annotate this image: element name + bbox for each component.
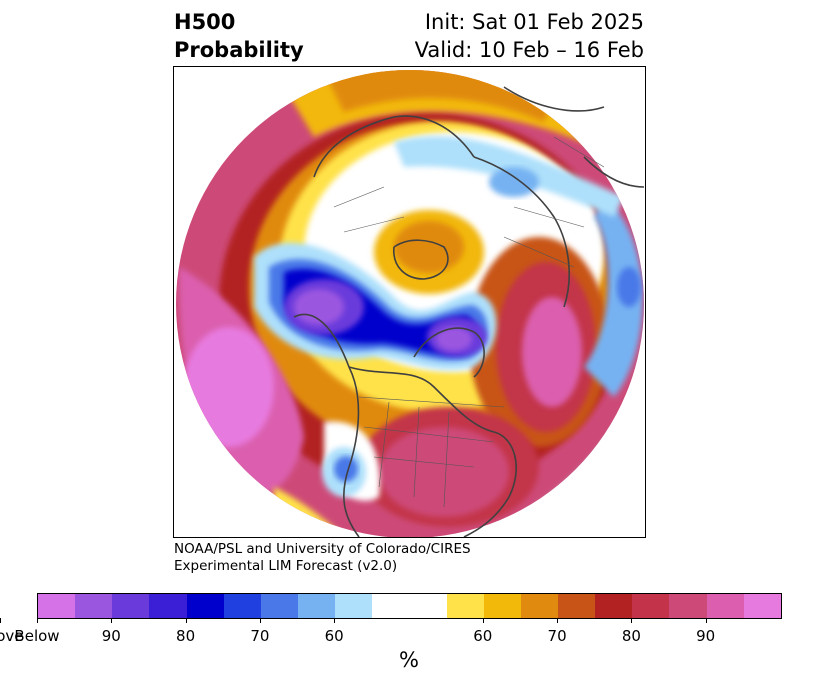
colorbar-tick-label: Below	[14, 627, 60, 645]
colorbar-segment	[557, 594, 596, 618]
colorbar-segment	[706, 594, 744, 618]
colorbar-segment	[186, 594, 224, 618]
variable-subtitle: Probability	[174, 38, 304, 62]
probability-field	[176, 70, 644, 537]
credit-text: NOAA/PSL and University of Colorado/CIRE…	[174, 541, 471, 575]
colorbar-segment	[112, 594, 150, 618]
credit-line-2: Experimental LIM Forecast (v2.0)	[174, 558, 398, 574]
colorbar-segment	[446, 594, 484, 618]
variable-title: H500	[174, 10, 236, 34]
coastlines	[293, 86, 645, 537]
init-date: Init: Sat 01 Feb 2025	[424, 10, 644, 34]
colorbar-tick	[482, 618, 484, 623]
valid-date: Valid: 10 Feb – 16 Feb	[414, 38, 644, 62]
colorbar-tick-label: 90	[696, 627, 716, 645]
colorbar	[37, 593, 782, 619]
credit-line-1: NOAA/PSL and University of Colorado/CIRE…	[174, 541, 471, 557]
colorbar-tick-label: 90	[101, 627, 121, 645]
colorbar-segment	[335, 594, 373, 618]
colorbar-segment	[372, 594, 447, 618]
colorbar-segment	[595, 594, 633, 618]
colorbar-segment	[669, 594, 707, 618]
colorbar-tick-label: 60	[324, 627, 344, 645]
colorbar-segment	[743, 594, 781, 618]
colorbar-segment	[149, 594, 187, 618]
colorbar-tick	[37, 618, 38, 623]
colorbar-tick	[557, 618, 559, 623]
colorbar-unit: %	[399, 648, 419, 672]
colorbar-tick	[0, 618, 1, 623]
colorbar-tick	[705, 618, 707, 623]
map-panel	[173, 66, 646, 538]
colorbar-segment	[38, 594, 76, 618]
colorbar-tick-label: Above	[0, 627, 24, 645]
colorbar-tick-label: 80	[621, 627, 641, 645]
title-right: Init: Sat 01 Feb 2025 Valid: 10 Feb – 16…	[415, 8, 644, 64]
colorbar-segment	[520, 594, 558, 618]
colorbar-segment	[75, 594, 113, 618]
political-borders	[333, 136, 605, 508]
colorbar-tick	[185, 618, 187, 623]
colorbar-segment	[260, 594, 298, 618]
title-left: H500 Probability	[174, 8, 304, 64]
colorbar-tick-label: 80	[176, 627, 196, 645]
colorbar-tick-label: 60	[473, 627, 493, 645]
colorbar-tick	[334, 618, 336, 623]
colorbar-tick	[259, 618, 261, 623]
colorbar-segment	[632, 594, 670, 618]
colorbar-segment	[223, 594, 261, 618]
colorbar-segment	[297, 594, 336, 618]
colorbar-segment	[483, 594, 521, 618]
colorbar-tick	[631, 618, 633, 623]
colorbar-tick-label: 70	[547, 627, 567, 645]
probability-map	[176, 70, 645, 537]
colorbar-tick-label: 70	[250, 627, 270, 645]
colorbar-tick	[111, 618, 113, 623]
